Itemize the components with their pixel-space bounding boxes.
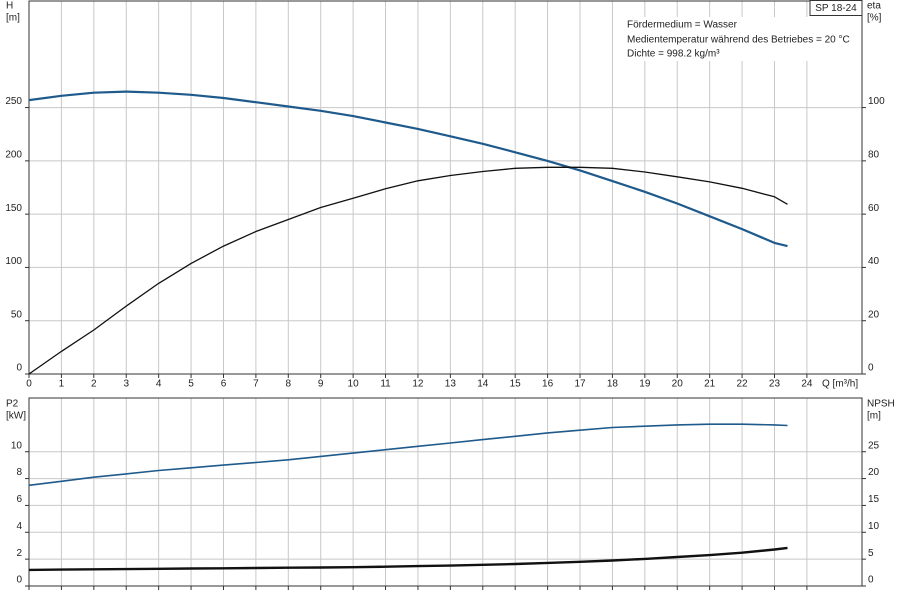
annotation: Dichte = 998.2 kg/m³	[627, 49, 720, 60]
chart-title: SP 18-24	[815, 3, 857, 14]
y-tick-label: 0	[16, 575, 22, 586]
y-tick-label: 8	[16, 467, 22, 478]
y-tick-label: 250	[5, 96, 22, 107]
x-tick-label: 10	[348, 379, 360, 390]
y-tick-label: 4	[16, 521, 22, 532]
x-tick-label: 2	[91, 379, 97, 390]
y-tick-label: 200	[5, 149, 22, 160]
y-tick-label: 150	[5, 203, 22, 214]
y2-tick-label: 0	[868, 575, 874, 586]
annotation: Medientemperatur während des Betriebes =…	[627, 35, 850, 46]
y2-tick-label: 20	[868, 309, 880, 320]
x-tick-label: 3	[123, 379, 129, 390]
series-line	[28, 90, 788, 248]
x-tick-label: 24	[801, 379, 813, 390]
x-tick-label: 0	[26, 379, 32, 390]
x-tick-label: 7	[253, 379, 259, 390]
y-tick-label: 100	[5, 256, 22, 267]
series-line	[28, 166, 788, 375]
x-tick-label: 1	[59, 379, 65, 390]
y2-axis-label: eta	[867, 1, 881, 12]
y2-tick-label: 20	[868, 467, 880, 478]
x-tick-label: 15	[510, 379, 522, 390]
series-line	[28, 546, 788, 572]
annotation: Fördermedium = Wasser	[627, 20, 738, 31]
x-tick-label: 11	[380, 379, 391, 390]
y2-tick-label: 60	[868, 203, 880, 214]
x-tick-label: 4	[156, 379, 162, 390]
x-tick-label: 9	[318, 379, 324, 390]
x-tick-label: 18	[607, 379, 619, 390]
y-axis-label: [kW]	[6, 411, 26, 422]
x-tick-label: 19	[639, 379, 651, 390]
x-tick-label: 17	[574, 379, 586, 390]
y2-tick-label: 80	[868, 149, 880, 160]
y2-tick-label: 5	[868, 548, 874, 559]
y2-axis-label: [%]	[867, 13, 882, 24]
y-axis-label: [m]	[6, 13, 20, 24]
y2-tick-label: 10	[868, 521, 880, 532]
y2-tick-label: 25	[868, 440, 880, 451]
x-tick-label: 6	[221, 379, 227, 390]
y2-tick-label: 40	[868, 256, 880, 267]
y-tick-label: 10	[11, 440, 23, 451]
y2-axis-label: NPSH	[867, 399, 895, 410]
y-tick-label: 2	[16, 548, 22, 559]
series-line	[28, 423, 788, 487]
y-tick-label: 0	[16, 363, 22, 374]
y2-tick-label: 15	[868, 494, 880, 505]
y-axis-label: H	[6, 1, 13, 12]
x-tick-label: 22	[737, 379, 749, 390]
plot-frame	[28, 397, 863, 587]
x-axis-label: Q [m³/h]	[822, 379, 858, 390]
y2-tick-label: 100	[868, 96, 885, 107]
y-tick-label: 50	[11, 309, 23, 320]
x-tick-label: 5	[188, 379, 194, 390]
x-tick-label: 12	[412, 379, 424, 390]
x-tick-label: 23	[769, 379, 781, 390]
x-tick-label: 21	[704, 379, 716, 390]
title-box	[809, 0, 863, 16]
y2-axis-label: [m]	[867, 411, 881, 422]
x-tick-label: 14	[477, 379, 489, 390]
plot-frame	[28, 0, 863, 375]
y2-tick-label: 0	[868, 363, 874, 374]
x-tick-label: 20	[672, 379, 684, 390]
y-tick-label: 6	[16, 494, 22, 505]
x-tick-label: 13	[445, 379, 457, 390]
y-axis-label: P2	[6, 399, 19, 410]
x-tick-label: 16	[542, 379, 554, 390]
x-tick-label: 8	[286, 379, 292, 390]
info-box	[622, 17, 860, 61]
